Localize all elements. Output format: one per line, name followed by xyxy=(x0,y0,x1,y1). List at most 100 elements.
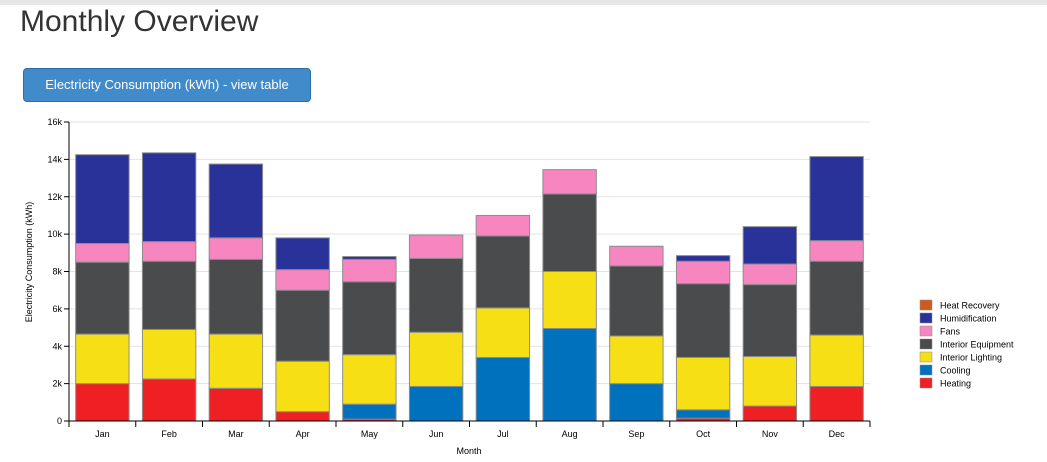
top-strip xyxy=(0,0,1047,5)
y-axis-label: Electricity Consumption (kWh) xyxy=(24,202,34,323)
bar-interior-lighting-dec[interactable] xyxy=(809,334,864,387)
bar-fans-jul[interactable] xyxy=(475,214,531,237)
legend[interactable]: Heat Recovery Humidification Fans Interior … xyxy=(919,299,1014,389)
axes: 0 2k 4k 6k 8k 10k 12k 14k 16k Jan Feb Mar Apr May Jun J… xyxy=(47,117,871,439)
bar-cooling-jul[interactable] xyxy=(475,356,531,422)
bar-interior-equipment-dec[interactable] xyxy=(809,260,864,336)
y-tick-label: 8k xyxy=(52,267,62,277)
x-tick-label: Mar xyxy=(228,429,244,439)
x-tick-label: Sep xyxy=(628,429,644,439)
bar-interior-equipment-nov[interactable] xyxy=(742,284,798,358)
bar-interior-equipment-may[interactable] xyxy=(342,281,397,356)
legend-swatch-fans xyxy=(919,325,933,337)
bar-heating-mar[interactable] xyxy=(208,387,264,422)
x-tick-label: Apr xyxy=(296,429,310,439)
x-tick-label: Nov xyxy=(762,429,779,439)
bar-interior-lighting-feb[interactable] xyxy=(141,328,197,380)
bar-interior-lighting-aug[interactable] xyxy=(542,271,597,329)
y-tick-label: 4k xyxy=(52,341,62,351)
legend-swatch-interior-equipment xyxy=(919,338,933,350)
bar-humidification-nov[interactable] xyxy=(742,226,798,265)
x-tick-label: Aug xyxy=(562,429,578,439)
x-tick-label: Oct xyxy=(696,429,711,439)
x-tick-label: Dec xyxy=(829,429,846,439)
bar-interior-lighting-mar[interactable] xyxy=(208,333,264,389)
legend-swatch-heating xyxy=(919,377,933,389)
bar-interior-equipment-oct[interactable] xyxy=(675,283,731,358)
bar-interior-lighting-apr[interactable] xyxy=(275,360,330,413)
bar-interior-lighting-may[interactable] xyxy=(342,354,397,405)
legend-swatch-humidification xyxy=(919,312,933,324)
bar-heating-dec[interactable] xyxy=(809,385,864,422)
legend-swatch-cooling xyxy=(919,364,933,376)
bar-interior-lighting-nov[interactable] xyxy=(742,356,798,407)
x-tick-label: May xyxy=(361,429,379,439)
bar-fans-feb[interactable] xyxy=(141,241,197,262)
bar-interior-lighting-oct[interactable] xyxy=(675,356,731,411)
x-axis-label: Month xyxy=(456,446,481,456)
legend-label-cooling[interactable]: Cooling xyxy=(940,366,971,376)
bar-humidification-may[interactable] xyxy=(342,256,397,260)
grid-lines xyxy=(69,121,870,385)
bars xyxy=(75,152,864,422)
legend-swatch-interior-lighting xyxy=(919,351,933,363)
bar-humidification-jan[interactable] xyxy=(75,154,130,244)
bar-heating-feb[interactable] xyxy=(141,378,197,422)
bar-interior-equipment-apr[interactable] xyxy=(275,289,330,362)
bar-fans-sep[interactable] xyxy=(609,245,664,267)
bar-interior-equipment-feb[interactable] xyxy=(141,260,197,330)
bar-fans-jan[interactable] xyxy=(75,242,130,263)
y-tick-label: 0 xyxy=(57,416,62,426)
bar-interior-lighting-sep[interactable] xyxy=(609,335,664,385)
bar-interior-equipment-jun[interactable] xyxy=(408,257,464,333)
legend-label-interior-equipment[interactable]: Interior Equipment xyxy=(940,340,1014,350)
legend-label-interior-lighting[interactable]: Interior Lighting xyxy=(940,353,1002,363)
bar-humidification-feb[interactable] xyxy=(141,152,197,243)
view-table-button[interactable]: Electricity Consumption (kWh) - view tab… xyxy=(23,68,311,102)
page-title: Monthly Overview xyxy=(20,5,259,38)
bar-cooling-oct[interactable] xyxy=(675,409,731,419)
bar-cooling-sep[interactable] xyxy=(609,383,664,422)
bar-fans-dec[interactable] xyxy=(809,240,864,262)
x-tick-label: Jun xyxy=(429,429,444,439)
y-tick-label: 12k xyxy=(47,192,62,202)
y-tick-label: 16k xyxy=(47,117,62,127)
legend-label-heating[interactable]: Heating xyxy=(940,379,971,389)
bar-cooling-may[interactable] xyxy=(342,403,397,420)
bar-interior-equipment-mar[interactable] xyxy=(208,258,264,335)
x-tick-label: Feb xyxy=(161,429,177,439)
bar-fans-apr[interactable] xyxy=(275,269,330,291)
y-tick-label: 10k xyxy=(47,229,62,239)
legend-label-fans[interactable]: Fans xyxy=(940,327,961,337)
bar-humidification-mar[interactable] xyxy=(208,163,264,239)
bar-interior-equipment-aug[interactable] xyxy=(542,193,597,272)
bar-fans-mar[interactable] xyxy=(208,237,264,260)
bar-fans-nov[interactable] xyxy=(742,263,798,286)
bar-fans-jun[interactable] xyxy=(408,234,464,259)
bar-interior-equipment-jan[interactable] xyxy=(75,261,130,335)
bar-humidification-apr[interactable] xyxy=(275,237,330,271)
bar-fans-aug[interactable] xyxy=(542,169,597,195)
bar-interior-equipment-jul[interactable] xyxy=(475,235,531,309)
y-tick-label: 14k xyxy=(47,154,62,164)
bar-interior-lighting-jun[interactable] xyxy=(408,331,464,387)
bar-fans-may[interactable] xyxy=(342,258,397,283)
legend-swatch-heat-recovery xyxy=(919,299,933,311)
bar-interior-lighting-jul[interactable] xyxy=(475,307,531,358)
legend-label-heat-recovery[interactable]: Heat Recovery xyxy=(940,301,1000,311)
bar-interior-lighting-jan[interactable] xyxy=(75,333,130,385)
bar-humidification-dec[interactable] xyxy=(809,156,864,242)
x-tick-label: Jan xyxy=(95,429,110,439)
legend-label-humidification[interactable]: Humidification xyxy=(940,314,997,324)
bar-interior-equipment-sep[interactable] xyxy=(609,265,664,337)
bar-heating-nov[interactable] xyxy=(742,405,798,422)
y-tick-label: 6k xyxy=(52,304,62,314)
bar-fans-oct[interactable] xyxy=(675,260,731,285)
x-tick-label: Jul xyxy=(497,429,509,439)
bar-cooling-aug[interactable] xyxy=(542,327,597,422)
bar-heating-jan[interactable] xyxy=(75,383,130,422)
bar-humidification-oct[interactable] xyxy=(675,255,731,262)
bar-heating-apr[interactable] xyxy=(275,411,330,422)
bar-cooling-jun[interactable] xyxy=(408,385,464,422)
